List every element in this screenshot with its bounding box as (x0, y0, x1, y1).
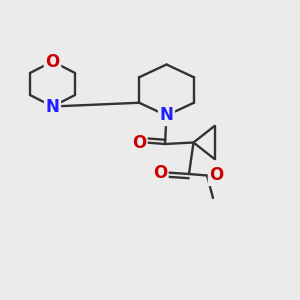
Text: O: O (45, 52, 60, 70)
Text: O: O (209, 167, 224, 184)
Text: N: N (46, 98, 59, 116)
Text: O: O (132, 134, 146, 152)
Text: O: O (153, 164, 167, 181)
Text: N: N (160, 106, 173, 124)
